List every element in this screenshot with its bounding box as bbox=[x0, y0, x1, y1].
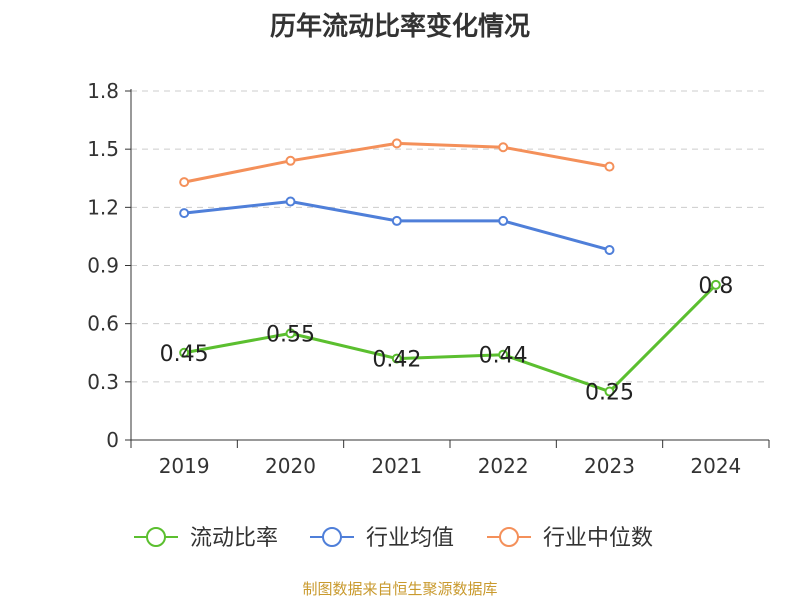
data-point bbox=[285, 328, 296, 339]
series-lines bbox=[179, 138, 721, 397]
data-point bbox=[179, 347, 190, 358]
legend-marker bbox=[322, 527, 342, 547]
x-tick-label: 2024 bbox=[690, 454, 741, 478]
data-point bbox=[498, 215, 509, 226]
y-tick-label: 1.5 bbox=[87, 137, 119, 161]
legend-label: 流动比率 bbox=[190, 526, 278, 551]
x-tick-label: 2021 bbox=[371, 454, 422, 478]
chart-title: 历年流动比率变化情况 bbox=[269, 12, 530, 42]
y-tick-label: 0.6 bbox=[87, 312, 119, 336]
y-tick-label: 1.8 bbox=[87, 79, 119, 103]
series-line-0 bbox=[183, 283, 717, 394]
data-point bbox=[604, 244, 615, 255]
data-point bbox=[498, 142, 509, 153]
x-tick-label: 2023 bbox=[584, 454, 635, 478]
y-tick-label: 0.9 bbox=[87, 254, 119, 278]
data-point bbox=[285, 155, 296, 166]
data-point bbox=[498, 349, 509, 360]
source-note: 制图数据来自恒生聚源数据库 bbox=[302, 580, 498, 598]
data-point bbox=[285, 196, 296, 207]
data-label: 0.44 bbox=[479, 344, 528, 369]
axes: 0 0.3 0.6 0.9 1.2 1.5 1.8 2019 2020 2021 2022 2023 2… bbox=[87, 79, 770, 478]
data-point bbox=[604, 386, 615, 397]
legend-item-0[interactable]: 流动比率 bbox=[134, 526, 278, 551]
data-point bbox=[604, 161, 615, 172]
legend[interactable]: 流动比率 行业均值 行业中位数 bbox=[134, 526, 653, 551]
data-label: 0.42 bbox=[372, 348, 421, 373]
data-label: 0.25 bbox=[585, 381, 634, 406]
data-point bbox=[391, 353, 402, 364]
x-tick-label: 2022 bbox=[478, 454, 529, 478]
data-point bbox=[179, 208, 190, 219]
data-point bbox=[391, 138, 402, 149]
data-point bbox=[391, 215, 402, 226]
y-tick-label: 0.3 bbox=[87, 370, 119, 394]
y-tick-label: 0 bbox=[106, 428, 119, 452]
x-tick-label: 2020 bbox=[265, 454, 316, 478]
data-labels: 0.45 0.55 0.42 0.44 0.25 0.8 bbox=[160, 274, 734, 406]
legend-item-2[interactable]: 行业中位数 bbox=[487, 526, 653, 551]
legend-label: 行业中位数 bbox=[543, 526, 653, 551]
data-label: 0.55 bbox=[266, 322, 315, 347]
grid-lines bbox=[131, 90, 769, 383]
legend-item-1[interactable]: 行业均值 bbox=[310, 526, 454, 551]
legend-label: 行业均值 bbox=[366, 526, 454, 551]
x-tick-label: 2019 bbox=[159, 454, 210, 478]
data-label: 0.8 bbox=[698, 274, 733, 299]
data-point bbox=[179, 177, 190, 188]
data-label: 0.45 bbox=[160, 342, 209, 367]
legend-marker bbox=[146, 527, 166, 547]
data-point bbox=[710, 279, 721, 290]
legend-marker bbox=[499, 527, 519, 547]
y-tick-label: 1.2 bbox=[87, 195, 119, 219]
